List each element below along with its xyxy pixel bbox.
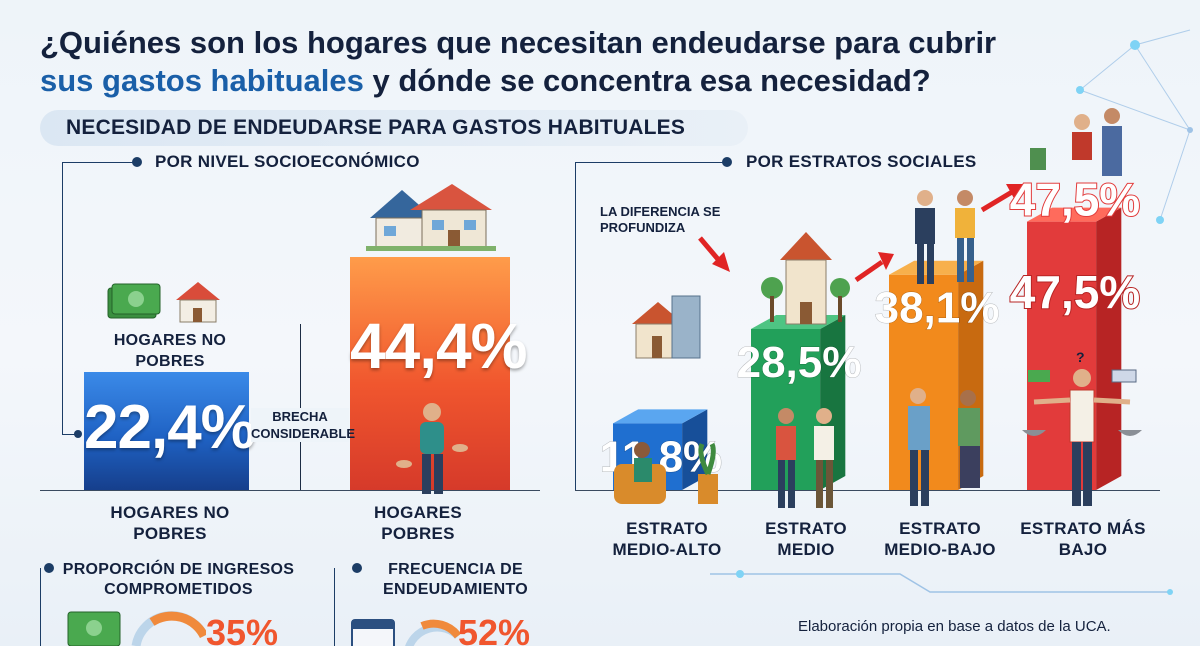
card-bullet	[352, 563, 362, 573]
value-label-estrato-mas-bajo-extra: 47,5%	[1010, 266, 1140, 318]
subsection-bullet	[722, 157, 732, 167]
value-label-pobres: 44,4%	[350, 309, 527, 382]
connector-line	[62, 162, 134, 163]
house-building-icon	[632, 295, 701, 359]
baseline	[40, 490, 540, 491]
value-label-estrato-medio-bajo: 38,1%	[875, 284, 1000, 333]
card-bullet	[44, 563, 54, 573]
connector-dot	[74, 430, 82, 438]
connector-line	[575, 162, 725, 163]
source-note: Elaboración propia en base a datos de la…	[798, 618, 1111, 635]
circuit-decoration	[710, 570, 1173, 595]
bar-hogares-no-pobres	[84, 372, 249, 490]
gap-indicator-line	[300, 324, 301, 490]
card1-value: 35%	[206, 612, 279, 646]
card1-title: PROPORCIÓN DE INGRESOS COMPROMETIDOS	[62, 561, 295, 598]
bar-estrato-mas-bajo	[1027, 207, 1122, 490]
relaxed-person-icon	[614, 442, 718, 504]
value-label-estrato-medio: 28,5%	[737, 338, 862, 387]
card2-title: FRECUENCIA DE ENDEUDAMIENTO	[383, 561, 528, 598]
connector-line	[334, 568, 335, 646]
title-line-1: ¿Quiénes son los hogares que necesitan e…	[40, 25, 997, 60]
network-decoration	[1076, 29, 1193, 224]
balancing-person-icon: ?	[1022, 352, 1142, 506]
category-label-medio-bajo: ESTRATO MEDIO-BAJO	[884, 519, 996, 559]
worried-person-icon	[396, 403, 468, 494]
connector-line	[40, 568, 41, 646]
professionals-icon	[915, 190, 975, 284]
connector-line	[62, 434, 76, 435]
title-highlight: sus gastos habituales	[40, 63, 364, 98]
right-subtitle: POR ESTRATOS SOCIALES	[746, 152, 977, 171]
family-icon	[776, 408, 834, 508]
workers-icon	[908, 388, 980, 506]
top-label-no-pobres: HOGARES NO POBRES	[113, 332, 227, 370]
category-label-pobres: HOGARES POBRES	[373, 503, 463, 543]
category-label-no-pobres: HOGARES NO POBRES	[110, 503, 230, 543]
annotation-text: LA DIFERENCIA SE PROFUNDIZA	[600, 204, 721, 235]
house-icon	[366, 184, 496, 251]
strata-bar-chart: 11,8%28,5%38,1%47,5%47,5%	[599, 173, 1141, 490]
money-gauge-icon	[67, 611, 206, 646]
trend-arrows	[698, 184, 1024, 283]
gap-label: BRECHA CONSIDERABLE	[251, 408, 356, 442]
subsection-bullet	[132, 157, 142, 167]
connector-line	[575, 162, 576, 490]
title-line-2-rest: y dónde se concentra esa necesidad?	[363, 63, 931, 98]
category-label-medio: ESTRATO MEDIO	[765, 519, 847, 559]
section-header: NECESIDAD DE ENDEUDARSE PARA GASTOS HABI…	[40, 110, 748, 146]
money-house-icon	[107, 282, 220, 323]
page-title: ¿Quiénes son los hogares que necesitan e…	[40, 24, 1140, 100]
category-label-medio-alto: ESTRATO MEDIO-ALTO	[612, 519, 722, 559]
category-label-mas-bajo: ESTRATO MÁS BAJO	[1020, 519, 1146, 559]
section-title: NECESIDAD DE ENDEUDARSE PARA GASTOS HABI…	[66, 116, 686, 139]
calendar-gauge-icon	[351, 619, 460, 646]
left-subtitle: POR NIVEL SOCIOECONÓMICO	[155, 152, 420, 171]
connector-line	[62, 162, 63, 434]
value-label-no-pobres: 22,4%	[84, 393, 256, 463]
house-trees-icon	[761, 232, 850, 325]
baseline	[575, 490, 1160, 491]
svg-text:?: ?	[1076, 352, 1085, 365]
value-label-estrato-mas-bajo: 47,5%	[1010, 174, 1140, 226]
stressed-family-icon	[1030, 108, 1122, 176]
card2-value: 52%	[458, 612, 531, 646]
